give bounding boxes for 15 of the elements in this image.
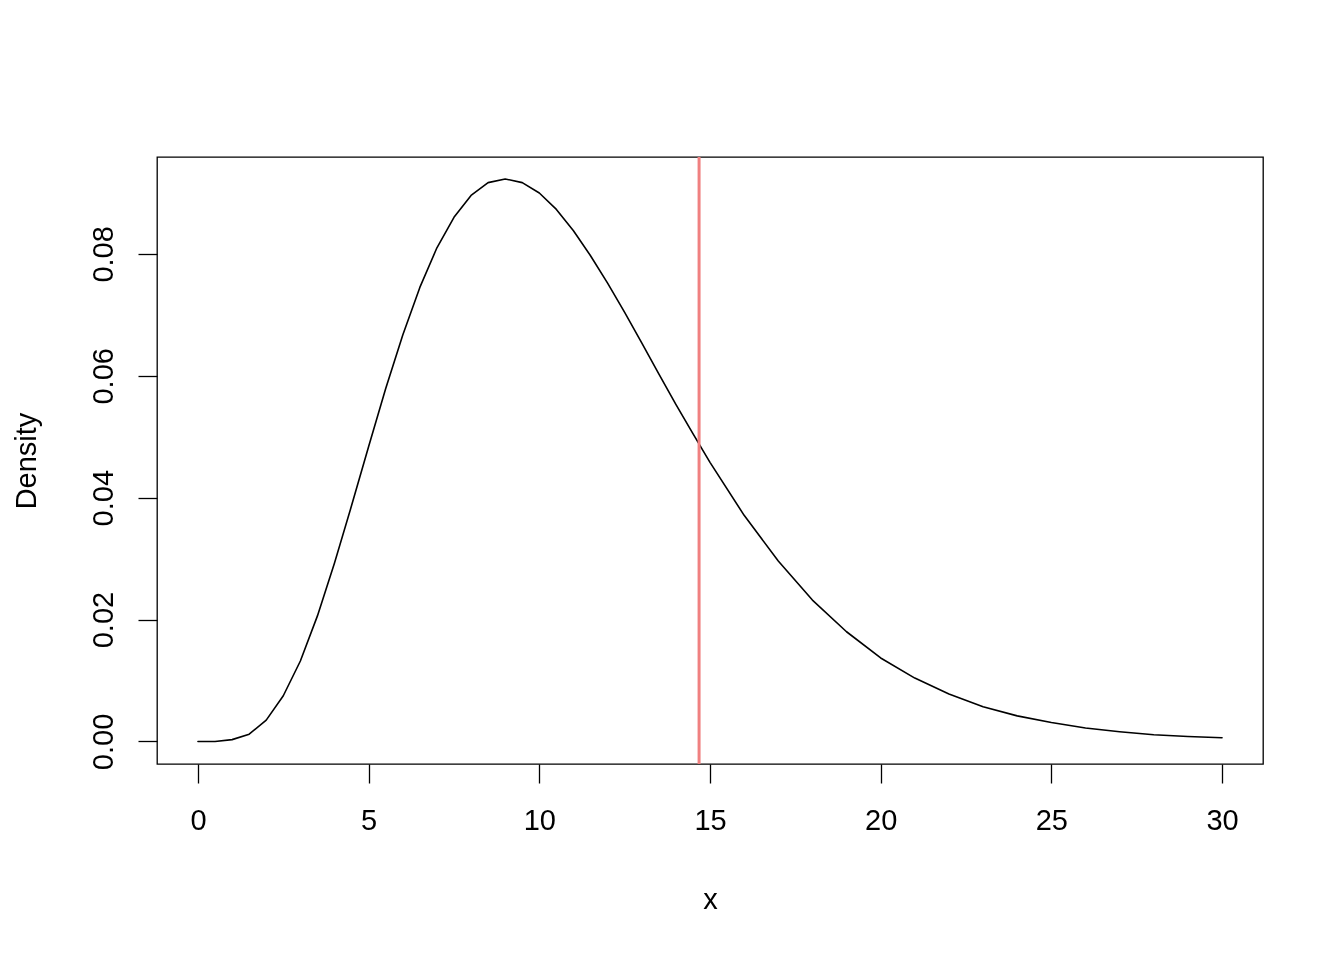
x-tick-label: 10 [523,803,556,836]
y-tick-label: 0.06 [86,348,119,405]
x-tick-label: 30 [1206,803,1239,836]
x-tick-label: 20 [865,803,898,836]
line-series [197,178,1223,743]
y-tick-label: 0.02 [86,591,119,649]
x-tick-label: 25 [1035,803,1068,836]
x-tick-label: 15 [694,803,727,836]
x-axis-title: x [703,882,719,915]
y-axis-title: Density [9,412,42,510]
y-tick-label: 0.08 [86,226,119,283]
y-tick-label: 0.04 [86,469,119,527]
y-tick-label: 0.00 [86,713,119,771]
x-tick-label: 5 [361,803,378,836]
x-tick-label: 0 [190,803,207,836]
